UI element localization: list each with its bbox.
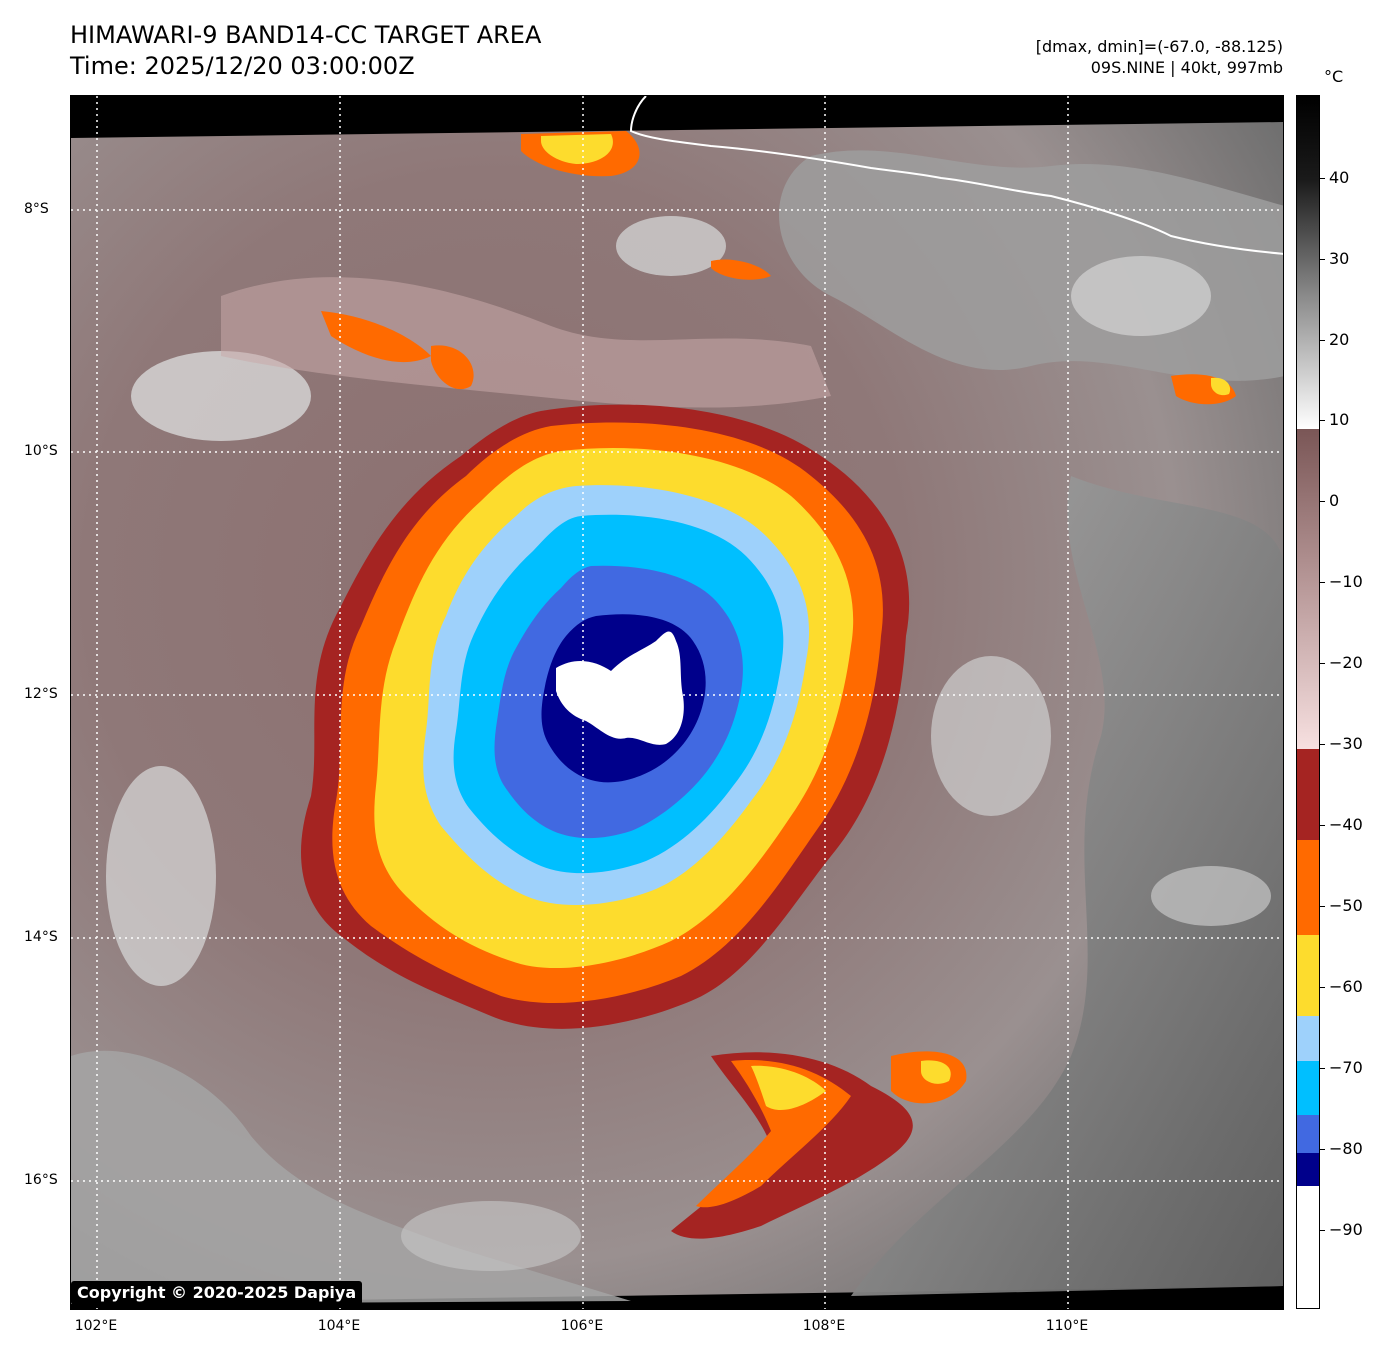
lon-label-106e: 106°E xyxy=(560,1318,604,1334)
cb-tickmark xyxy=(1320,1149,1325,1150)
lat-label-12s: 12°S xyxy=(24,686,58,702)
cb-tickmark xyxy=(1320,420,1325,421)
cb-segment-lightblue xyxy=(1297,1016,1319,1061)
cloud-patch xyxy=(401,1201,581,1271)
colorbar-unit: °C xyxy=(1324,67,1344,86)
cell-south-band-yellow xyxy=(751,1065,826,1111)
lat-label-16s: 16°S xyxy=(24,1172,58,1188)
cb-segment-brown xyxy=(1297,749,1319,840)
lon-label-104e: 104°E xyxy=(317,1318,361,1334)
cloud-patch xyxy=(931,656,1051,816)
cb-tick-minus80: −80 xyxy=(1329,1139,1363,1158)
cb-tick-minus50: −50 xyxy=(1329,896,1363,915)
cell-east-core xyxy=(1211,377,1231,396)
cloud-patch xyxy=(106,766,216,986)
cb-tick-minus20: −20 xyxy=(1329,653,1363,672)
cb-tickmark xyxy=(1320,906,1325,907)
cirrus-band xyxy=(221,277,831,408)
cell-nw-2 xyxy=(431,345,474,390)
cb-tick-minus40: −40 xyxy=(1329,815,1363,834)
cloud-patch xyxy=(616,216,726,276)
clear-region-southwest xyxy=(71,1050,631,1304)
cb-tick-minus30: −30 xyxy=(1329,734,1363,753)
graticule xyxy=(71,96,1283,1309)
cb-tick-minus70: −70 xyxy=(1329,1058,1363,1077)
colorbar xyxy=(1296,95,1320,1309)
lat-label-8s: 8°S xyxy=(24,201,49,217)
cb-segment-pink xyxy=(1297,429,1319,749)
cb-tickmark xyxy=(1320,178,1325,179)
cb-tickmark xyxy=(1320,987,1325,988)
cb-tick-10: 10 xyxy=(1329,410,1350,429)
convective-cells xyxy=(321,131,1236,1239)
colorbar-graphic xyxy=(1297,96,1319,1308)
cyclone-cloud-tops xyxy=(301,404,910,1029)
cb-tick-minus10: −10 xyxy=(1329,572,1363,591)
cb-tickmark xyxy=(1320,501,1325,502)
cb-segment-gray xyxy=(1297,96,1319,429)
cb-tickmark xyxy=(1320,744,1325,745)
satellite-map xyxy=(70,95,1284,1310)
cb-tick-0: 0 xyxy=(1329,491,1340,510)
storm-info: 09S.NINE | 40kt, 997mb xyxy=(1090,58,1283,77)
copyright-notice: Copyright © 2020-2025 Dapiya xyxy=(71,1281,363,1305)
cb-segment-royalblue xyxy=(1297,1115,1319,1153)
cb-tick-30: 30 xyxy=(1329,249,1350,268)
chart-title: HIMAWARI-9 BAND14-CC TARGET AREA xyxy=(70,21,542,49)
cb-tickmark xyxy=(1320,663,1325,664)
cb-tickmark xyxy=(1320,259,1325,260)
cell-southeast-core xyxy=(921,1060,951,1084)
cb-tick-minus90: −90 xyxy=(1329,1220,1363,1239)
no-data-top xyxy=(71,96,1283,138)
cb-tickmark xyxy=(1320,825,1325,826)
lon-label-102e: 102°E xyxy=(74,1318,118,1334)
cb-tickmark xyxy=(1320,1230,1325,1231)
satellite-imagery xyxy=(71,96,1283,1309)
cb-segment-yellow xyxy=(1297,935,1319,1016)
temperature-range: [dmax, dmin]=(-67.0, -88.125) xyxy=(1035,37,1283,56)
lon-label-110e: 110°E xyxy=(1045,1318,1089,1334)
cloud-patch xyxy=(1071,256,1211,336)
cb-tick-minus60: −60 xyxy=(1329,977,1363,996)
cb-segment-skyblue xyxy=(1297,1061,1319,1115)
cb-segment-orange xyxy=(1297,840,1319,935)
cell-nw xyxy=(321,311,431,363)
lon-label-108e: 108°E xyxy=(802,1318,846,1334)
cloud-patch xyxy=(131,351,311,441)
cb-tickmark xyxy=(1320,582,1325,583)
cloud-top-white-90 xyxy=(556,631,684,745)
clear-region-east xyxy=(851,476,1283,1296)
cb-tick-20: 20 xyxy=(1329,330,1350,349)
cb-segment-white xyxy=(1297,1186,1319,1308)
observation-time: Time: 2025/12/20 03:00:00Z xyxy=(70,52,415,80)
lat-label-14s: 14°S xyxy=(24,929,58,945)
cb-tickmark xyxy=(1320,340,1325,341)
lat-label-10s: 10°S xyxy=(24,443,58,459)
cloud-patch xyxy=(1151,866,1271,926)
cb-segment-navy xyxy=(1297,1153,1319,1186)
cb-tick-40: 40 xyxy=(1329,168,1350,187)
cb-tickmark xyxy=(1320,1068,1325,1069)
coastline xyxy=(629,96,1283,255)
cell-ne-small xyxy=(711,259,771,280)
cell-north-core xyxy=(541,134,613,164)
